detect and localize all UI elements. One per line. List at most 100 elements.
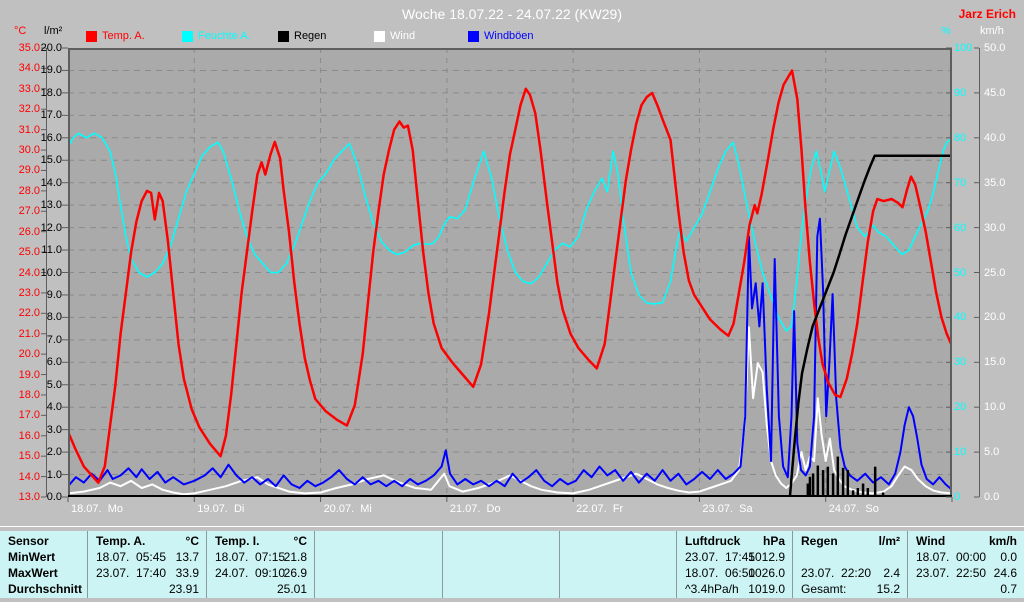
- col-header: Temp. A. °C: [88, 534, 206, 550]
- max-value: 26.9: [283, 566, 307, 580]
- max-time: 23.07. 17:40: [96, 566, 167, 580]
- statistics-table: Sensor MinWert MaxWert Durchschnitt Temp. A.…: [0, 531, 1024, 598]
- max-value: 1026.0: [748, 566, 785, 580]
- temp-tick-label: 24.0: [18, 266, 40, 279]
- temp-axis-unit: °C: [14, 25, 27, 37]
- table-col-regen: Regen l/m² 23.07. 22:20 2.4 Gesamt: 15.2: [793, 531, 908, 598]
- wind-tick-label: 10.0: [984, 401, 1006, 414]
- max-row: 23.07. 22:20 2.4: [793, 566, 907, 582]
- rain-tick-label: 14.0: [40, 176, 62, 189]
- col-header: Temp. I. °C: [207, 534, 314, 550]
- max-value: 33.9: [175, 566, 199, 580]
- row-label: Durchschnitt: [0, 582, 87, 598]
- day-label: 19.07. Di: [197, 503, 245, 515]
- col-name: Regen: [801, 534, 838, 548]
- row-label: MaxWert: [0, 566, 87, 582]
- avg-time: Gesamt:: [801, 582, 847, 596]
- wind-tick-label: 20.0: [984, 311, 1006, 324]
- max-row: 18.07. 06:50 1026.0: [677, 566, 792, 582]
- row-label-text: MinWert: [8, 550, 56, 564]
- wind-axis-unit: km/h: [980, 25, 1004, 37]
- table-col-temp-i-: Temp. I. °C 18.07. 07:15 21.8 24.07. 09:10 26…: [207, 531, 315, 598]
- humidity-axis-unit: %: [941, 25, 951, 37]
- wind-tick-label: 25.0: [984, 266, 1006, 279]
- avg-time: ^3.4hPa/h: [685, 582, 739, 596]
- temp-tick-label: 32.0: [18, 103, 40, 116]
- temp-tick-label: 35.0: [18, 42, 40, 54]
- col-unit: °C: [293, 534, 307, 548]
- day-label: 18.07. Mo: [71, 503, 123, 515]
- humidity-tick-label: 20: [954, 401, 967, 414]
- rain-axis-unit: l/m²: [44, 25, 63, 37]
- legend-label: Wind: [390, 30, 416, 42]
- avg-value: 1019.0: [748, 582, 785, 596]
- min-row: 23.07. 17:45 1012.9: [677, 550, 792, 566]
- temp-tick-label: 34.0: [18, 62, 40, 75]
- min-time: 18.07. 07:15: [215, 550, 286, 564]
- wind-tick-label: 40.0: [984, 131, 1006, 144]
- wind-tick-label: 45.0: [984, 86, 1006, 99]
- max-row: 23.07. 22:50 24.6: [908, 566, 1024, 582]
- wind-tick-label: 15.0: [984, 356, 1006, 369]
- avg-row: Gesamt: 15.2: [793, 582, 907, 598]
- min-time: 18.07. 00:00: [916, 550, 987, 564]
- wind-tick-label: 0.0: [984, 491, 1000, 503]
- temp-tick-label: 16.0: [18, 429, 40, 442]
- humidity-tick-label: 10: [954, 446, 967, 459]
- min-time: 18.07. 05:45: [96, 550, 167, 564]
- legend-swatch-regen: [278, 31, 289, 42]
- humidity-tick-label: 60: [954, 221, 967, 234]
- humidity-tick-label: 30: [954, 356, 967, 369]
- legend-swatch-wind: [374, 31, 385, 42]
- rain-tick-label: 16.0: [40, 131, 62, 144]
- rain-tick-label: 5.0: [46, 378, 62, 391]
- legend-label: Temp. A.: [102, 30, 145, 42]
- table-row-labels-column: Sensor MinWert MaxWert Durchschnitt: [0, 531, 88, 598]
- legend-item: Wind: [374, 30, 474, 42]
- rain-tick-label: 12.0: [40, 221, 62, 234]
- wind-tick-label: 35.0: [984, 176, 1006, 189]
- min-row: [793, 550, 907, 566]
- humidity-tick-label: 80: [954, 131, 967, 144]
- legend-label: Feuchte A.: [198, 30, 251, 42]
- temp-tick-label: 29.0: [18, 164, 40, 177]
- separator-line: [0, 526, 1024, 527]
- min-value: 21.8: [283, 550, 307, 564]
- temp-tick-label: 13.0: [18, 491, 40, 503]
- temp-tick-label: 28.0: [18, 184, 40, 197]
- temp-tick-label: 19.0: [18, 368, 40, 381]
- series-regen-summe-: [788, 154, 952, 497]
- rain-tick-label: 13.0: [40, 199, 62, 212]
- legend-item: Regen: [278, 30, 378, 42]
- table-col-luftdruck: Luftdruck hPa 23.07. 17:45 1012.9 18.07. 06:…: [677, 531, 793, 598]
- min-row: 18.07. 00:00 0.0: [908, 550, 1024, 566]
- humidity-tick-label: 50: [954, 266, 967, 279]
- col-name: Temp. I.: [215, 534, 260, 548]
- temp-tick-label: 33.0: [18, 82, 40, 95]
- temp-tick-label: 25.0: [18, 246, 40, 259]
- temp-tick-label: 21.0: [18, 327, 40, 340]
- col-unit: l/m²: [878, 534, 900, 548]
- row-label-text: Sensor: [8, 534, 49, 548]
- temp-tick-label: 30.0: [18, 144, 40, 157]
- humidity-tick-label: 70: [954, 176, 967, 189]
- temp-tick-label: 31.0: [18, 123, 40, 136]
- watermark-author: Jarz Erich: [958, 7, 1016, 21]
- wind-tick-label: 5.0: [984, 446, 1000, 459]
- rain-tick-label: 11.0: [41, 244, 62, 257]
- avg-value: 23.91: [168, 582, 199, 596]
- legend-swatch-windb-en: [468, 31, 479, 42]
- day-label: 21.07. Do: [449, 503, 501, 515]
- rain-tick-label: 1.0: [46, 468, 62, 481]
- avg-value: 25.01: [276, 582, 307, 596]
- col-name: Temp. A.: [96, 534, 146, 548]
- col-unit: °C: [185, 534, 199, 548]
- max-value: 24.6: [993, 566, 1017, 580]
- col-name: Luftdruck: [685, 534, 741, 548]
- col-header: Wind km/h: [908, 534, 1024, 550]
- max-value: 2.4: [883, 566, 900, 580]
- table-col-wind: Wind km/h 18.07. 00:00 0.0 23.07. 22:50 24.6 0…: [908, 531, 1024, 598]
- table-col-temp-a-: Temp. A. °C 18.07. 05:45 13.7 23.07. 17:40 33…: [88, 531, 207, 598]
- rain-tick-label: 9.0: [46, 288, 62, 301]
